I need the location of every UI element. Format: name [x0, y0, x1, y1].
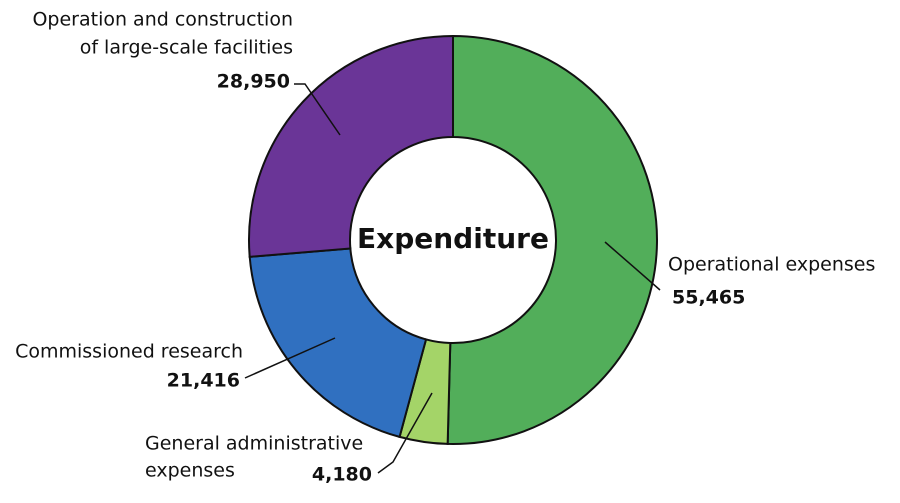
slice-label: Commissioned research [15, 341, 243, 363]
value-label: 55,465 [672, 287, 745, 309]
slice-label: expenses [145, 460, 235, 482]
value-label: 21,416 [167, 370, 240, 392]
leader-line [604, 241, 661, 291]
donut-slice [248, 34, 454, 258]
donut-slice [248, 247, 428, 439]
leader-line [244, 337, 336, 379]
leader-line [294, 83, 341, 136]
leader-line [377, 392, 433, 474]
value-label: 28,950 [217, 71, 290, 93]
value-label: 4,180 [312, 464, 372, 486]
slice-label: Operation and construction [32, 9, 293, 31]
slice-label: of large-scale facilities [80, 37, 293, 59]
slices [248, 34, 658, 445]
slice-label: Operational expenses [668, 254, 875, 276]
slice-label: General administrative [145, 433, 363, 455]
chart-title: Expenditure [357, 222, 549, 255]
donut-slice [446, 34, 658, 445]
